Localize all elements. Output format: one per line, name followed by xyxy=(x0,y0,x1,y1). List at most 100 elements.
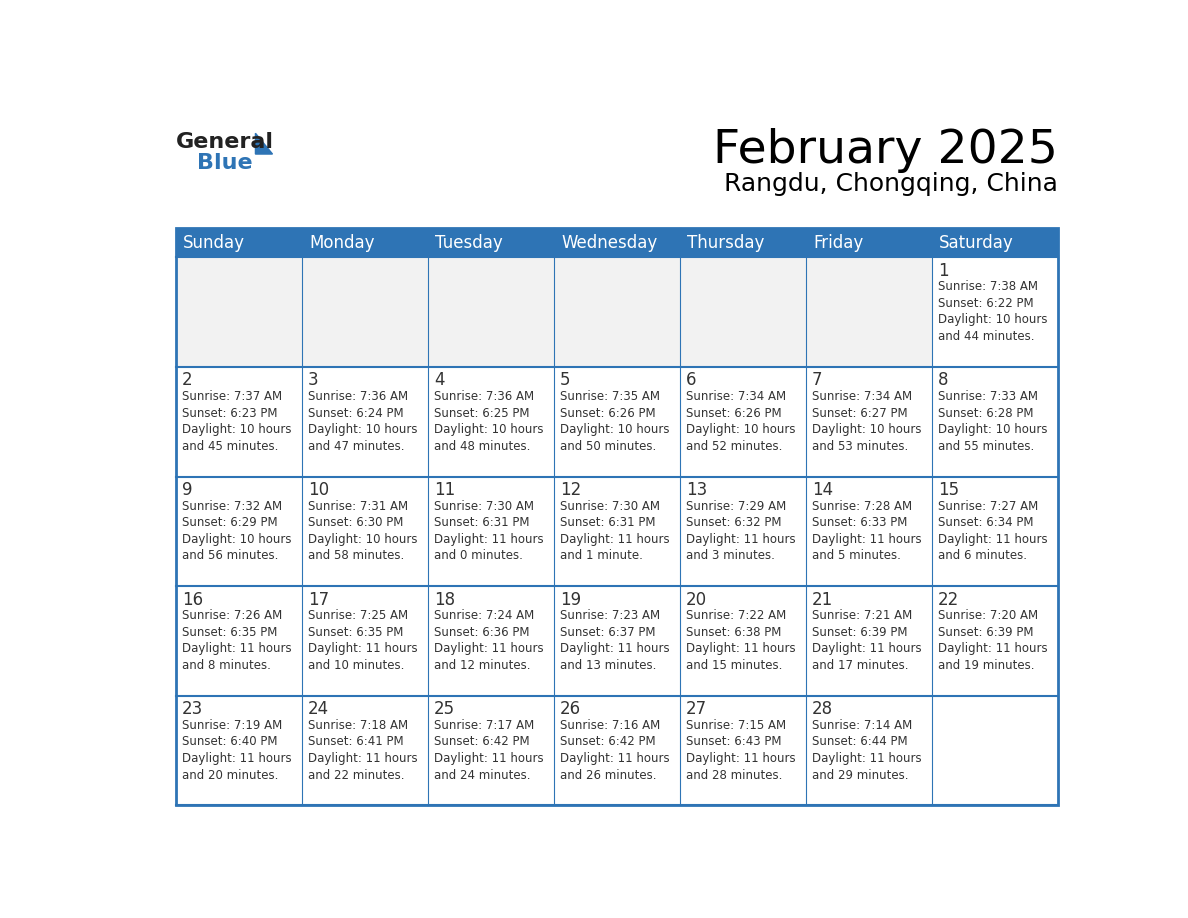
Text: Sunrise: 7:28 AM: Sunrise: 7:28 AM xyxy=(811,499,912,512)
Text: 25: 25 xyxy=(434,700,455,719)
Text: 3: 3 xyxy=(308,372,318,389)
Text: 16: 16 xyxy=(182,591,203,609)
Text: 19: 19 xyxy=(560,591,581,609)
Text: Daylight: 11 hours: Daylight: 11 hours xyxy=(182,752,291,765)
Text: 17: 17 xyxy=(308,591,329,609)
Text: Blue: Blue xyxy=(197,153,253,174)
Text: 22: 22 xyxy=(937,591,959,609)
Bar xyxy=(176,228,1057,257)
Text: and 58 minutes.: and 58 minutes. xyxy=(308,549,404,563)
Text: and 29 minutes.: and 29 minutes. xyxy=(811,768,909,781)
Text: and 5 minutes.: and 5 minutes. xyxy=(811,549,901,563)
Text: 1: 1 xyxy=(937,262,948,280)
Text: Daylight: 10 hours: Daylight: 10 hours xyxy=(434,423,543,436)
Text: Monday: Monday xyxy=(309,233,375,252)
Text: Sunrise: 7:24 AM: Sunrise: 7:24 AM xyxy=(434,610,535,622)
Bar xyxy=(176,476,302,587)
Text: Sunrise: 7:32 AM: Sunrise: 7:32 AM xyxy=(182,499,282,512)
Text: Sunset: 6:43 PM: Sunset: 6:43 PM xyxy=(685,735,782,748)
Bar xyxy=(302,696,428,805)
Text: 24: 24 xyxy=(308,700,329,719)
Text: Sunset: 6:22 PM: Sunset: 6:22 PM xyxy=(937,297,1034,310)
Text: 13: 13 xyxy=(685,481,707,499)
Text: Rangdu, Chongqing, China: Rangdu, Chongqing, China xyxy=(723,172,1057,196)
Text: 18: 18 xyxy=(434,591,455,609)
Text: Sunset: 6:39 PM: Sunset: 6:39 PM xyxy=(811,626,908,639)
Text: General: General xyxy=(176,131,273,151)
Text: Daylight: 11 hours: Daylight: 11 hours xyxy=(308,643,417,655)
Text: and 15 minutes.: and 15 minutes. xyxy=(685,659,782,672)
Text: and 10 minutes.: and 10 minutes. xyxy=(308,659,404,672)
Text: 6: 6 xyxy=(685,372,696,389)
Bar xyxy=(805,367,931,476)
Text: and 1 minute.: and 1 minute. xyxy=(560,549,643,563)
Text: Daylight: 10 hours: Daylight: 10 hours xyxy=(937,423,1048,436)
Text: 23: 23 xyxy=(182,700,203,719)
Text: Daylight: 10 hours: Daylight: 10 hours xyxy=(685,423,795,436)
Text: Sunset: 6:30 PM: Sunset: 6:30 PM xyxy=(308,516,403,529)
Text: 27: 27 xyxy=(685,700,707,719)
Text: Daylight: 11 hours: Daylight: 11 hours xyxy=(937,643,1048,655)
Bar xyxy=(931,367,1057,476)
Text: Daylight: 11 hours: Daylight: 11 hours xyxy=(811,752,922,765)
Text: and 13 minutes.: and 13 minutes. xyxy=(560,659,656,672)
Bar xyxy=(428,476,554,587)
Text: Sunrise: 7:27 AM: Sunrise: 7:27 AM xyxy=(937,499,1038,512)
Text: Wednesday: Wednesday xyxy=(562,233,658,252)
Bar xyxy=(554,367,680,476)
Text: Daylight: 11 hours: Daylight: 11 hours xyxy=(811,643,922,655)
Bar xyxy=(302,257,428,367)
Text: Sunset: 6:42 PM: Sunset: 6:42 PM xyxy=(434,735,530,748)
Bar xyxy=(805,476,931,587)
Text: and 8 minutes.: and 8 minutes. xyxy=(182,659,271,672)
Text: Sunset: 6:40 PM: Sunset: 6:40 PM xyxy=(182,735,277,748)
Text: Sunset: 6:35 PM: Sunset: 6:35 PM xyxy=(182,626,277,639)
Text: Sunset: 6:26 PM: Sunset: 6:26 PM xyxy=(560,407,656,420)
Text: Sunrise: 7:38 AM: Sunrise: 7:38 AM xyxy=(937,280,1038,294)
Text: and 50 minutes.: and 50 minutes. xyxy=(560,440,656,453)
Text: Sunset: 6:38 PM: Sunset: 6:38 PM xyxy=(685,626,782,639)
Text: and 22 minutes.: and 22 minutes. xyxy=(308,768,404,781)
Bar xyxy=(428,257,554,367)
Text: Sunrise: 7:30 AM: Sunrise: 7:30 AM xyxy=(434,499,533,512)
Text: Sunrise: 7:15 AM: Sunrise: 7:15 AM xyxy=(685,719,786,732)
Text: Friday: Friday xyxy=(814,233,864,252)
Text: Sunrise: 7:14 AM: Sunrise: 7:14 AM xyxy=(811,719,912,732)
Text: Daylight: 11 hours: Daylight: 11 hours xyxy=(182,643,291,655)
Text: 11: 11 xyxy=(434,481,455,499)
Text: 4: 4 xyxy=(434,372,444,389)
Text: Daylight: 11 hours: Daylight: 11 hours xyxy=(560,643,669,655)
Text: Daylight: 10 hours: Daylight: 10 hours xyxy=(182,532,291,545)
Text: Daylight: 11 hours: Daylight: 11 hours xyxy=(685,752,796,765)
Text: Sunset: 6:32 PM: Sunset: 6:32 PM xyxy=(685,516,782,529)
Text: Saturday: Saturday xyxy=(940,233,1015,252)
Text: and 45 minutes.: and 45 minutes. xyxy=(182,440,278,453)
Text: 2: 2 xyxy=(182,372,192,389)
Bar xyxy=(680,257,805,367)
Text: Sunset: 6:29 PM: Sunset: 6:29 PM xyxy=(182,516,278,529)
Text: Sunset: 6:34 PM: Sunset: 6:34 PM xyxy=(937,516,1034,529)
Text: and 19 minutes.: and 19 minutes. xyxy=(937,659,1035,672)
Text: 7: 7 xyxy=(811,372,822,389)
Text: 8: 8 xyxy=(937,372,948,389)
Text: Sunrise: 7:26 AM: Sunrise: 7:26 AM xyxy=(182,610,282,622)
Bar xyxy=(554,476,680,587)
Text: Daylight: 11 hours: Daylight: 11 hours xyxy=(434,643,543,655)
Text: and 52 minutes.: and 52 minutes. xyxy=(685,440,782,453)
Bar xyxy=(176,367,302,476)
Text: Daylight: 10 hours: Daylight: 10 hours xyxy=(308,423,417,436)
Bar xyxy=(176,228,1057,805)
Bar xyxy=(302,476,428,587)
Text: Daylight: 10 hours: Daylight: 10 hours xyxy=(182,423,291,436)
Text: and 17 minutes.: and 17 minutes. xyxy=(811,659,909,672)
Text: Sunset: 6:31 PM: Sunset: 6:31 PM xyxy=(560,516,656,529)
Text: Sunrise: 7:22 AM: Sunrise: 7:22 AM xyxy=(685,610,786,622)
Text: Sunrise: 7:18 AM: Sunrise: 7:18 AM xyxy=(308,719,407,732)
Text: February 2025: February 2025 xyxy=(713,128,1057,173)
Text: and 24 minutes.: and 24 minutes. xyxy=(434,768,530,781)
Bar xyxy=(176,587,302,696)
Bar xyxy=(302,367,428,476)
Bar xyxy=(680,587,805,696)
Text: Sunset: 6:39 PM: Sunset: 6:39 PM xyxy=(937,626,1034,639)
Text: 5: 5 xyxy=(560,372,570,389)
